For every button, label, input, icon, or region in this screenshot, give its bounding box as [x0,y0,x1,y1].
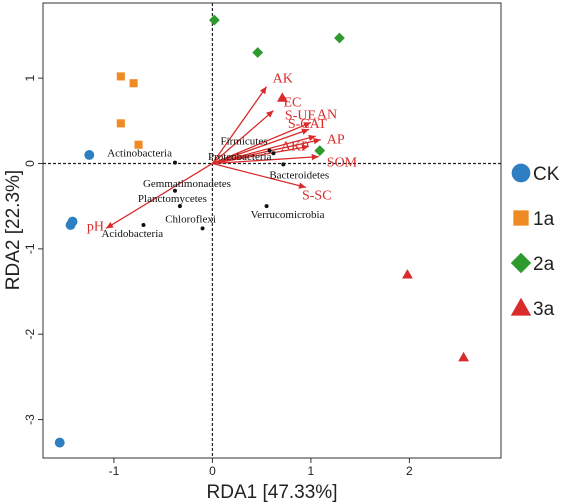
legend-marker-1a [513,210,529,226]
sample-point-1a [129,79,138,88]
y-tick-label: -1 [23,243,37,254]
env-vector-line [211,86,268,164]
env-vector-label: SOM [327,156,358,171]
env-vector-label: EC [283,96,301,111]
env-vector-line [212,156,319,165]
env-vector-line [212,121,312,165]
env-vector-arrowhead [106,221,114,229]
env-vector-arrowhead [313,137,321,145]
species-label: Proteobacteria [208,151,272,163]
y-tick-label: -3 [23,414,37,425]
env-vector-arrowhead [301,128,309,135]
species-point [200,226,205,231]
env-vector-line [212,145,310,165]
sample-point-CK [84,150,95,160]
legend-label-3a: 3a [533,299,555,320]
legend-marker-CK [511,163,531,183]
y-axis-title: RDA2 [22.3%] [3,170,24,290]
env-vector-line [211,110,274,164]
species-point [141,222,146,227]
x-tick-label: 2 [406,464,413,478]
sample-point-1a [116,72,125,81]
sample-point-3a [402,269,413,279]
env-vector-line [212,138,321,165]
species-label: Bacteroidetes [269,169,329,181]
species-label: Planctomycetes [138,193,207,205]
axis-ticks: -1 0 1 2 -3 -2 -1 0 1 [23,74,413,478]
species-point [281,162,286,167]
env-vector-arrowhead [266,110,274,118]
sample-point-2a [208,14,220,26]
y-tick-label: -2 [23,329,37,340]
env-vector-label: AP [327,133,345,148]
env-vector-arrowhead [259,86,267,95]
env-vector-arrowhead [308,134,316,142]
species-label: Firmicutes [220,136,267,148]
env-vector-line [212,135,316,165]
env-vector-arrowhead [298,182,306,189]
reference-lines [43,3,501,458]
legend: CK 1a 2a 3a [510,163,560,320]
species-points: Actinobacteria Firmicutes Proteobacteria Ba… [101,136,329,240]
y-tick-label: 1 [23,74,37,81]
env-vector-label: AKP [281,139,309,154]
env-vector-line [212,128,310,165]
sample-point-3a [276,92,288,102]
x-tick-label: 1 [308,464,315,478]
x-axis-title: RDA1 [47.33%] [207,482,338,503]
species-label: Verrucomicrobia [251,209,325,221]
env-vector-label: S-SC [302,188,332,203]
legend-label-2a: 2a [533,254,555,275]
env-vector-label: S-UE [285,108,316,123]
species-point [172,188,177,193]
species-point [271,151,276,156]
sample-point-2a [334,32,345,44]
sample-point-2a [252,47,264,58]
sample-point-1a [134,140,143,149]
sample-points [54,14,469,448]
species-point [264,204,269,209]
env-vector-arrowhead [311,153,319,161]
env-vector-label: AN [317,108,337,123]
env-vector-arrowhead [303,122,311,129]
species-label: Chloroflexi [165,213,216,225]
sample-point-3a [458,351,469,362]
env-vector-line [212,162,307,189]
x-tick-label: -1 [109,464,120,478]
sample-point-CK [54,437,65,448]
species-label: Gemmatimonadetes [143,178,231,190]
y-tick-label: 0 [23,160,37,167]
sample-point-1a [116,119,125,128]
plot-frame [42,2,502,459]
env-vector-label: S-CAT [288,117,327,132]
x-tick-label: 0 [209,464,216,478]
species-point [172,160,177,165]
env-vector-arrowhead [301,144,309,151]
legend-label-1a: 1a [533,209,555,230]
legend-marker-2a [510,252,532,274]
species-point [267,148,272,153]
species-label: Acidobacteria [101,228,163,240]
env-vector-label: AK [273,72,293,87]
species-point [177,204,182,209]
sample-point-CK [65,220,76,230]
env-vector-label: pH [87,219,104,234]
sample-point-2a [314,145,326,157]
species-label: Actinobacteria [107,148,172,160]
legend-label-CK: CK [533,164,560,185]
legend-marker-3a [510,297,532,316]
env-vector-line [105,162,213,229]
